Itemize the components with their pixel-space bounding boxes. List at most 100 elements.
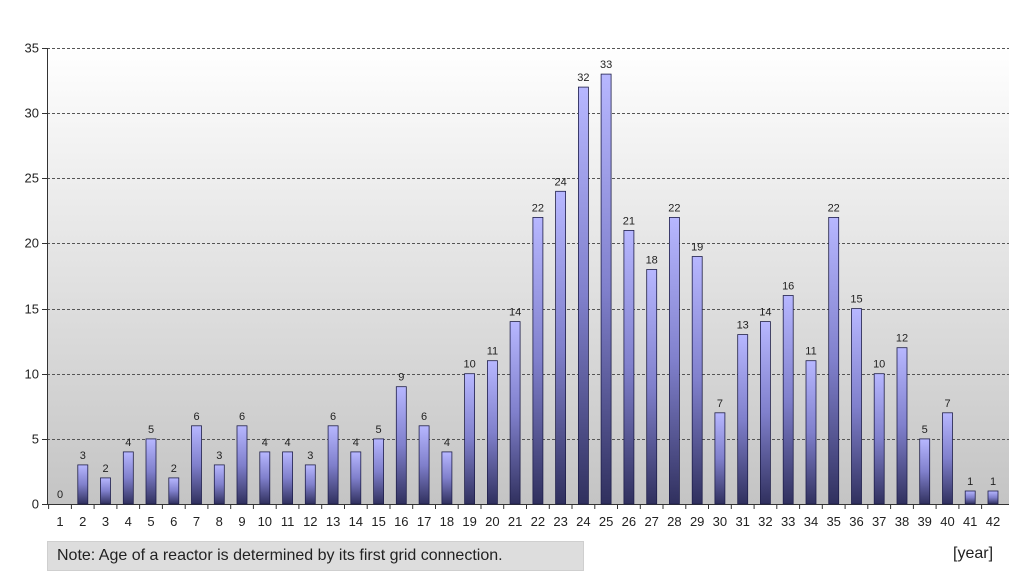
bar-39 [919, 438, 931, 505]
data-label-33: 16 [782, 281, 794, 293]
x-tick-label-22: 22 [531, 514, 545, 529]
bar-11 [282, 451, 294, 505]
data-label-14: 4 [353, 437, 359, 449]
data-label-17: 6 [421, 411, 427, 423]
bar-31 [737, 334, 749, 505]
data-label-12: 3 [307, 450, 313, 462]
bar-41 [964, 490, 976, 505]
x-tick-label-13: 13 [326, 514, 340, 529]
x-tick-label-10: 10 [258, 514, 272, 529]
bar-12 [304, 464, 316, 505]
bar-33 [782, 295, 794, 505]
data-label-42: 1 [990, 476, 996, 488]
axes [42, 48, 1009, 509]
x-axis-unit-label: [year] [953, 545, 994, 562]
x-tick-label-34: 34 [804, 514, 818, 529]
data-label-20: 11 [487, 346, 498, 358]
y-tick-label: 35 [25, 41, 39, 56]
bar-21 [509, 321, 521, 505]
data-label-28: 22 [668, 202, 680, 214]
data-label-32: 14 [759, 307, 771, 319]
x-tick-label-5: 5 [147, 514, 154, 529]
bars [77, 73, 999, 505]
x-tick-label-15: 15 [371, 514, 385, 529]
data-label-34: 11 [805, 346, 816, 358]
x-tick-label-7: 7 [193, 514, 200, 529]
x-tick-label-6: 6 [170, 514, 177, 529]
data-label-40: 7 [944, 398, 950, 410]
data-label-3: 2 [102, 463, 108, 475]
chart-note-text: Note: Age of a reactor is determined by … [57, 547, 503, 564]
y-tick-label: 0 [32, 497, 39, 512]
data-label-35: 22 [828, 202, 840, 214]
y-tick-label: 10 [25, 367, 39, 382]
data-label-29: 19 [691, 242, 703, 254]
x-tick-label-4: 4 [125, 514, 132, 529]
bar-19 [464, 373, 476, 505]
data-label-31: 13 [737, 320, 749, 332]
x-tick-label-23: 23 [553, 514, 567, 529]
bar-10 [259, 451, 271, 505]
y-tick-labels: 0 5 10 15 20 25 30 35 [25, 41, 39, 512]
x-tick-label-3: 3 [102, 514, 109, 529]
bar-37 [873, 373, 885, 505]
data-label-18: 4 [444, 437, 450, 449]
x-tick-label-30: 30 [713, 514, 727, 529]
bar-5 [145, 438, 157, 505]
data-label-38: 12 [896, 333, 908, 345]
x-tick-label-29: 29 [690, 514, 704, 529]
x-tick-label-17: 17 [417, 514, 431, 529]
y-tick-label: 20 [25, 236, 39, 251]
x-tick-label-12: 12 [303, 514, 317, 529]
bar-8 [213, 464, 225, 505]
bar-17 [418, 425, 430, 505]
data-label-24: 32 [577, 72, 589, 84]
x-tick-label-36: 36 [849, 514, 863, 529]
bar-6 [168, 477, 180, 505]
bar-27 [646, 269, 658, 505]
data-label-30: 7 [717, 398, 723, 410]
data-label-4: 4 [125, 437, 131, 449]
x-tick-label-39: 39 [917, 514, 931, 529]
bar-18 [441, 451, 453, 505]
data-label-7: 6 [193, 411, 199, 423]
x-tick-label-28: 28 [667, 514, 681, 529]
data-label-11: 4 [285, 437, 291, 449]
bar-4 [122, 451, 134, 505]
bar-36 [851, 308, 862, 505]
bar-30 [714, 412, 726, 505]
x-tick-label-16: 16 [394, 514, 408, 529]
bar-23 [555, 190, 566, 505]
x-tick-label-40: 40 [940, 514, 954, 529]
data-label-16: 9 [398, 372, 404, 384]
data-label-15: 5 [376, 424, 382, 436]
data-label-1: 0 [57, 489, 63, 501]
data-label-5: 5 [148, 424, 154, 436]
bar-28 [669, 216, 680, 505]
bar-16 [395, 386, 407, 505]
bar-29 [691, 256, 703, 505]
bar-38 [896, 347, 908, 505]
x-tick-label-18: 18 [440, 514, 454, 529]
x-tick-label-19: 19 [462, 514, 476, 529]
bar-2 [77, 464, 89, 505]
plot-background [47, 48, 1009, 504]
x-tick-labels: 1 2 3 4 5 6 7 8 9 10 11 12 13 14 15 16 17 18 19 20 21 22 23 24 2… [56, 514, 1000, 529]
x-tick-label-24: 24 [576, 514, 590, 529]
bar-15 [373, 438, 385, 505]
y-tick-label: 15 [25, 302, 39, 317]
data-label-25: 33 [600, 59, 612, 71]
x-tick-label-26: 26 [622, 514, 636, 529]
x-tick-label-33: 33 [781, 514, 795, 529]
data-label-8: 3 [216, 450, 222, 462]
bar-34 [805, 360, 817, 505]
data-label-22: 22 [532, 202, 544, 214]
x-tick-label-35: 35 [826, 514, 840, 529]
bar-3 [100, 477, 111, 505]
bar-20 [486, 360, 498, 505]
data-label-10: 4 [262, 437, 268, 449]
x-tick-label-11: 11 [281, 514, 295, 529]
